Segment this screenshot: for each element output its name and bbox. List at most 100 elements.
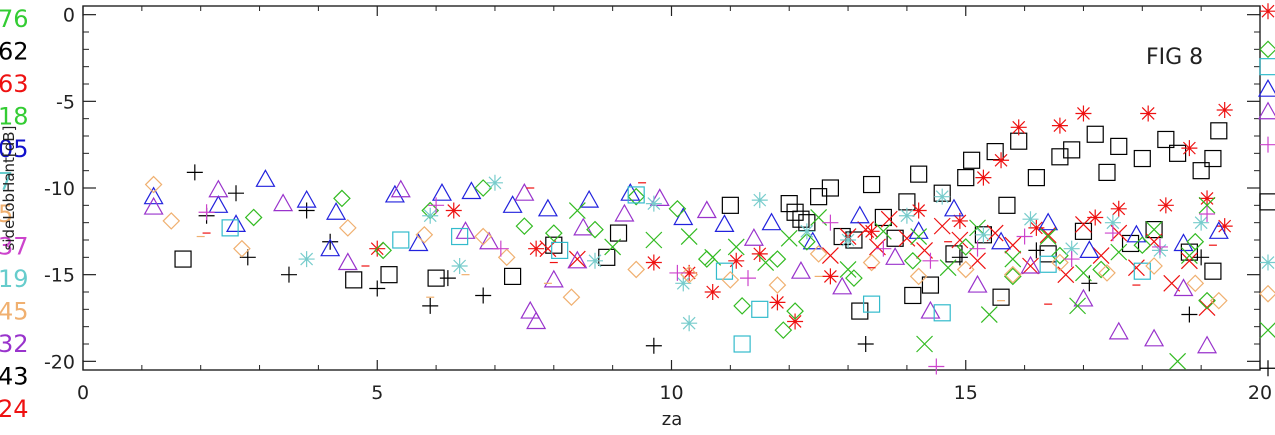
data-point-diamond xyxy=(144,175,163,194)
data-point-triangle xyxy=(461,181,482,200)
data-point-diamond xyxy=(798,232,816,251)
y-tick-label: -10 xyxy=(44,178,75,200)
data-point-x xyxy=(1198,196,1216,214)
data-point-x xyxy=(568,250,586,268)
y-tick-label: -20 xyxy=(44,351,75,373)
data-point-triangle xyxy=(1038,212,1059,231)
data-point-star xyxy=(422,207,439,224)
data-point-plus xyxy=(951,249,968,266)
data-point-x xyxy=(1180,252,1198,270)
data-point-triangle xyxy=(1108,321,1129,340)
data-point-star xyxy=(445,202,462,219)
data-point-square xyxy=(1086,125,1104,143)
data-point-triangle xyxy=(1020,255,1041,274)
data-point-star xyxy=(486,174,503,191)
data-point-plus xyxy=(369,280,386,297)
data-point-triangle xyxy=(920,300,941,319)
data-point-star xyxy=(645,254,662,271)
data-point-star xyxy=(934,188,951,205)
data-point-square xyxy=(780,195,798,213)
data-point-triangle xyxy=(1144,328,1165,347)
data-point-plus xyxy=(740,270,757,287)
data-point-plus xyxy=(322,233,339,250)
data-point-diamond xyxy=(1209,291,1228,310)
data-point-star xyxy=(1051,117,1068,134)
data-point-star xyxy=(645,195,662,212)
data-point-triangle xyxy=(573,217,594,236)
data-point-x xyxy=(1057,266,1075,284)
data-point-triangle xyxy=(943,198,965,217)
edge-marker-diamond xyxy=(1259,40,1275,59)
y-axis-label: sideLobHant[dB] xyxy=(0,126,18,251)
data-point-square xyxy=(504,267,522,285)
data-point-x xyxy=(980,306,998,323)
data-point-x xyxy=(839,261,857,278)
data-point-x xyxy=(780,229,798,247)
data-point-star xyxy=(751,245,768,262)
y-tick-label: -5 xyxy=(56,91,75,113)
edge-marker-triangle xyxy=(1257,101,1275,120)
data-point-triangle xyxy=(143,186,164,205)
data-point-diamond xyxy=(680,265,699,284)
data-point-triangle xyxy=(908,221,929,239)
data-point-plus xyxy=(822,214,839,231)
data-point-triangle xyxy=(337,252,358,271)
data-point-star xyxy=(1087,209,1104,226)
data-point-square xyxy=(627,186,645,204)
data-point-triangle xyxy=(143,196,164,215)
data-point-triangle xyxy=(1173,278,1194,297)
data-point-diamond xyxy=(1003,267,1022,286)
data-point-plus xyxy=(198,204,215,221)
data-point-star xyxy=(681,315,698,332)
data-point-square xyxy=(821,179,839,197)
data-point-star xyxy=(863,223,880,240)
data-point-diamond xyxy=(721,271,740,289)
data-point-diamond xyxy=(415,225,434,244)
legend-fragment: 18 xyxy=(0,103,29,131)
data-point-star xyxy=(1181,140,1198,157)
data-point-plus xyxy=(1181,306,1198,323)
data-point-diamond xyxy=(1186,274,1205,293)
edge-marker-square xyxy=(1259,58,1275,76)
data-point-diamond xyxy=(768,276,787,294)
data-point-diamond xyxy=(1098,264,1116,282)
data-point-diamond xyxy=(1133,236,1152,255)
data-point-diamond xyxy=(809,245,828,263)
data-point-triangle xyxy=(543,269,564,288)
data-point-x xyxy=(1092,247,1110,265)
data-point-diamond xyxy=(627,187,646,206)
data-point-square xyxy=(733,335,751,353)
data-point-diamond xyxy=(956,238,975,256)
data-point-x xyxy=(1039,228,1057,245)
figure-label: FIG 8 xyxy=(1146,45,1203,70)
data-point-diamond xyxy=(786,302,804,320)
data-point-plus xyxy=(1199,206,1216,222)
data-point-diamond xyxy=(374,241,392,260)
data-point-diamond xyxy=(562,288,581,307)
data-point-x xyxy=(1022,257,1039,275)
data-point-triangle xyxy=(714,214,735,232)
data-point-triangle xyxy=(1073,288,1094,307)
legend-fragment: 7 xyxy=(0,168,13,196)
data-point-square xyxy=(1169,144,1187,162)
data-point-triangle xyxy=(1208,221,1229,239)
x-tick-label: 20 xyxy=(1248,382,1272,404)
data-point-diamond xyxy=(956,260,975,279)
right-edge-markers xyxy=(1257,3,1275,377)
data-point-diamond xyxy=(909,267,928,286)
data-point-x xyxy=(1075,215,1092,233)
data-point-square xyxy=(792,210,810,228)
data-point-star xyxy=(822,268,839,285)
data-point-plus xyxy=(1151,238,1168,255)
data-point-square xyxy=(1027,169,1045,187)
data-point-square xyxy=(1063,141,1081,159)
data-point-square xyxy=(721,196,739,214)
data-point-x xyxy=(1004,236,1022,254)
data-point-star xyxy=(1063,240,1080,257)
data-point-square xyxy=(545,236,563,254)
data-point-square xyxy=(345,271,363,289)
data-point-diamond xyxy=(774,321,793,339)
data-point-plus xyxy=(475,287,492,304)
data-point-square xyxy=(598,248,616,266)
